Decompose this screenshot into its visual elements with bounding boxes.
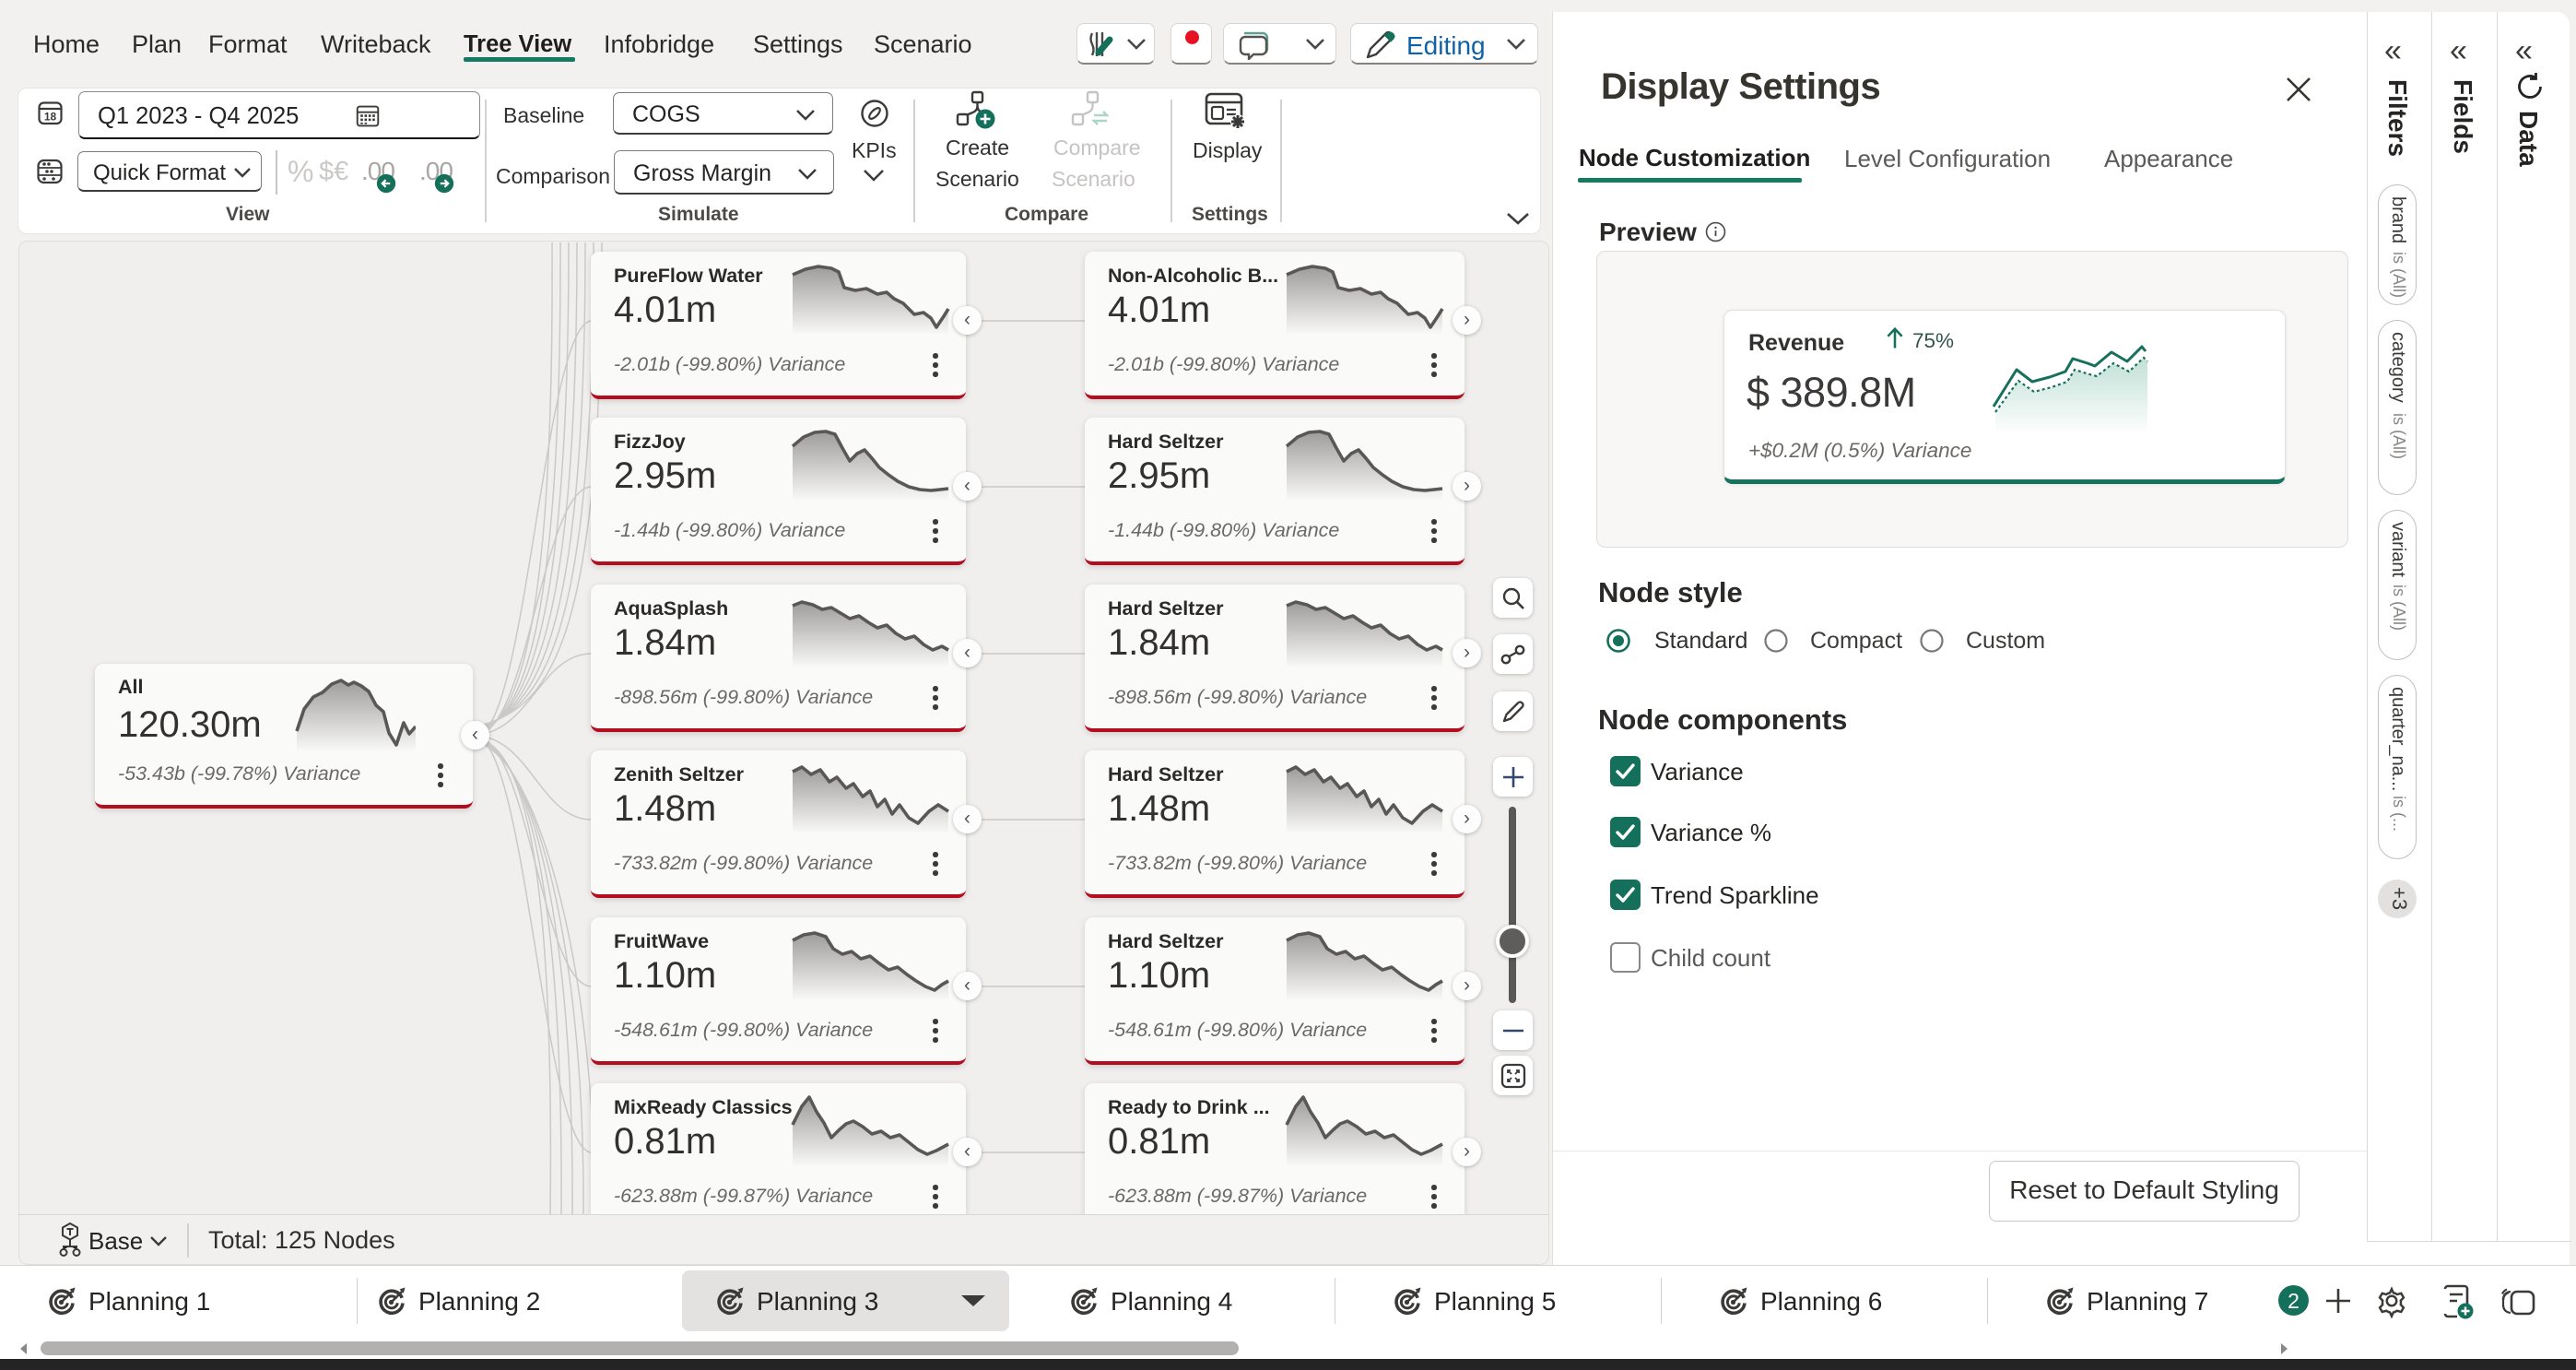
svg-text:18: 18 <box>44 111 57 124</box>
